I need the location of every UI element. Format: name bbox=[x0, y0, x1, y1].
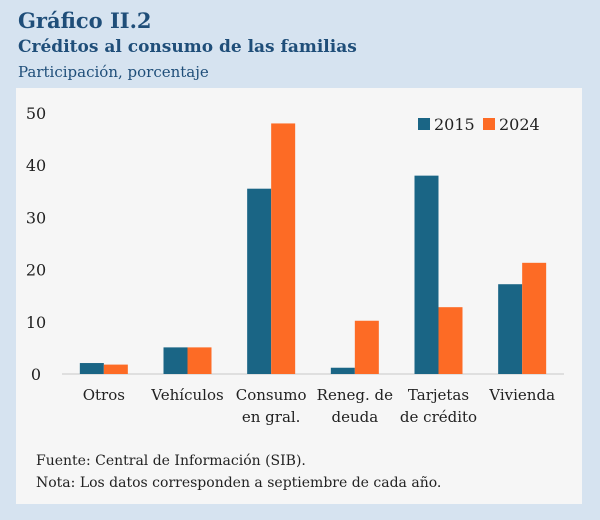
legend-label-2015: 2015 bbox=[434, 115, 475, 134]
chart-subtitle: Créditos al consumo de las familias bbox=[18, 37, 357, 57]
legend-swatch-2015 bbox=[418, 118, 430, 130]
bar-2024 bbox=[103, 364, 128, 374]
bar-2015 bbox=[330, 367, 355, 374]
bar-2024 bbox=[354, 320, 379, 374]
y-tick-label: 20 bbox=[26, 261, 46, 280]
bar-2015 bbox=[163, 347, 188, 374]
bar-2015 bbox=[79, 363, 104, 374]
bar-2015 bbox=[414, 175, 439, 374]
x-category-label: Reneg. de bbox=[317, 386, 393, 404]
legend-label-2024: 2024 bbox=[499, 115, 540, 134]
x-category-label: Vehículos bbox=[150, 386, 223, 404]
y-tick-label: 10 bbox=[26, 313, 46, 332]
y-tick-label: 40 bbox=[26, 156, 46, 175]
chart-units: Participación, porcentaje bbox=[18, 63, 209, 81]
x-category-label: en gral. bbox=[242, 408, 301, 426]
y-tick-label: 0 bbox=[31, 365, 41, 384]
legend-swatch-2024 bbox=[483, 118, 495, 130]
bar-2024 bbox=[522, 262, 547, 374]
chart-footnotes: Fuente: Central de Información (SIB). No… bbox=[36, 450, 441, 494]
x-category-label: Vivienda bbox=[488, 386, 555, 404]
y-tick-label: 30 bbox=[26, 208, 46, 227]
x-category-label: Tarjetas bbox=[408, 386, 469, 404]
source-note: Fuente: Central de Información (SIB). bbox=[36, 453, 306, 469]
x-category-label: deuda bbox=[331, 408, 378, 426]
chart-title: Gráfico II.2 bbox=[18, 8, 152, 33]
data-note: Nota: Los datos corresponden a septiembr… bbox=[36, 475, 442, 491]
bar-2024 bbox=[187, 347, 212, 374]
bar-chart: 0 10 20 30 40 50 Otros Vehículos Consumo en gral.… bbox=[26, 104, 564, 426]
x-category-label: Consumo bbox=[236, 386, 307, 404]
chart-panel: 0 10 20 30 40 50 Otros Vehículos Consumo en gral.… bbox=[16, 88, 582, 504]
bar-2024 bbox=[438, 307, 463, 374]
x-category-label: de crédito bbox=[400, 408, 477, 426]
y-tick-label: 50 bbox=[26, 104, 46, 123]
bar-2024 bbox=[271, 123, 296, 374]
x-category-label: Otros bbox=[83, 386, 125, 404]
bar-2015 bbox=[498, 284, 523, 374]
bar-2015 bbox=[247, 188, 272, 374]
